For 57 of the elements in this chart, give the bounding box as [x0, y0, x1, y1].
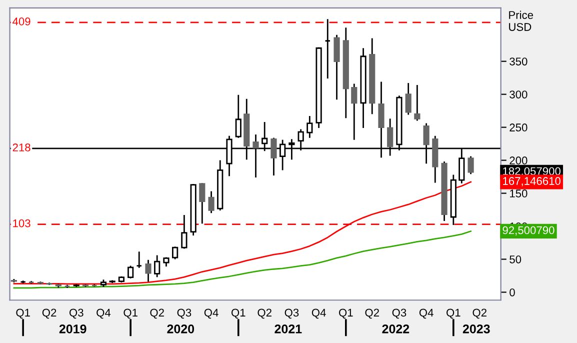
x-tick-label: Q1 — [446, 308, 460, 319]
ref-line-label: 103 — [13, 219, 30, 228]
candlestick — [128, 266, 134, 278]
x-tick-label: Q3 — [392, 308, 406, 319]
candlestick — [306, 116, 313, 138]
y-tick-label: 250 — [510, 124, 528, 132]
x-tick-label: Q2 — [472, 308, 486, 319]
candlestick — [414, 85, 420, 121]
y-tick-label: 350 — [510, 58, 528, 66]
x-tick-label: Q4 — [419, 308, 434, 319]
candlestick — [235, 94, 242, 138]
candlestick — [334, 34, 340, 100]
candlestick — [20, 280, 26, 284]
annotation: 182,057900 — [503, 167, 560, 176]
candlestick — [199, 183, 206, 224]
ref-line-label: 218 — [12, 144, 30, 152]
annotation: 167,146610 — [503, 177, 560, 186]
y-tick-label: 300 — [510, 90, 528, 98]
x-tick-label: Q4 — [312, 308, 326, 319]
line-series — [13, 230, 472, 289]
candlestick — [10, 278, 17, 282]
candlestick — [181, 214, 188, 249]
x2-tick-label: 2019 — [59, 324, 86, 334]
candlestick — [145, 260, 152, 282]
x2-tick-label: 2022 — [382, 324, 410, 334]
x2-tick-label: 2023 — [462, 324, 490, 334]
y-tick-label: 0 — [510, 288, 515, 296]
y-axis-title: Price USD — [509, 10, 534, 31]
x-tick-label: Q2 — [150, 308, 164, 319]
candlestick — [154, 255, 160, 278]
annotation: 92,500790 — [502, 226, 554, 236]
x2-tick-label: 2021 — [274, 324, 302, 334]
y-tick-label: 150 — [510, 190, 528, 198]
y-tick-label: 50 — [510, 255, 522, 264]
candlestick — [172, 246, 178, 260]
x-tick-label: Q1 — [124, 308, 138, 319]
x-tick-label: Q1 — [232, 308, 246, 319]
candlestick — [208, 191, 214, 214]
ref-line-label: 409 — [12, 18, 30, 26]
y-tick-label: 200 — [510, 156, 528, 164]
x-tick-label: Q2 — [42, 308, 56, 319]
candlestick — [468, 156, 474, 174]
candlestick — [64, 284, 70, 288]
x-tick-label: Q3 — [177, 308, 192, 319]
x-tick-label: Q3 — [284, 308, 299, 319]
x-tick-label: Q1 — [339, 308, 353, 319]
x-tick-label: Q3 — [69, 308, 84, 319]
x-tick-label: Q2 — [365, 308, 379, 319]
x-tick-label: Q2 — [258, 308, 272, 319]
candlestick — [324, 19, 331, 79]
x-tick-label: Q4 — [204, 308, 218, 319]
x-tick-label: Q1 — [16, 308, 30, 319]
x-tick-label: Q4 — [96, 308, 111, 319]
candlestick — [405, 83, 412, 115]
candlestick — [136, 252, 142, 268]
candlestick — [351, 84, 358, 140]
x2-tick-label: 2020 — [167, 324, 194, 334]
